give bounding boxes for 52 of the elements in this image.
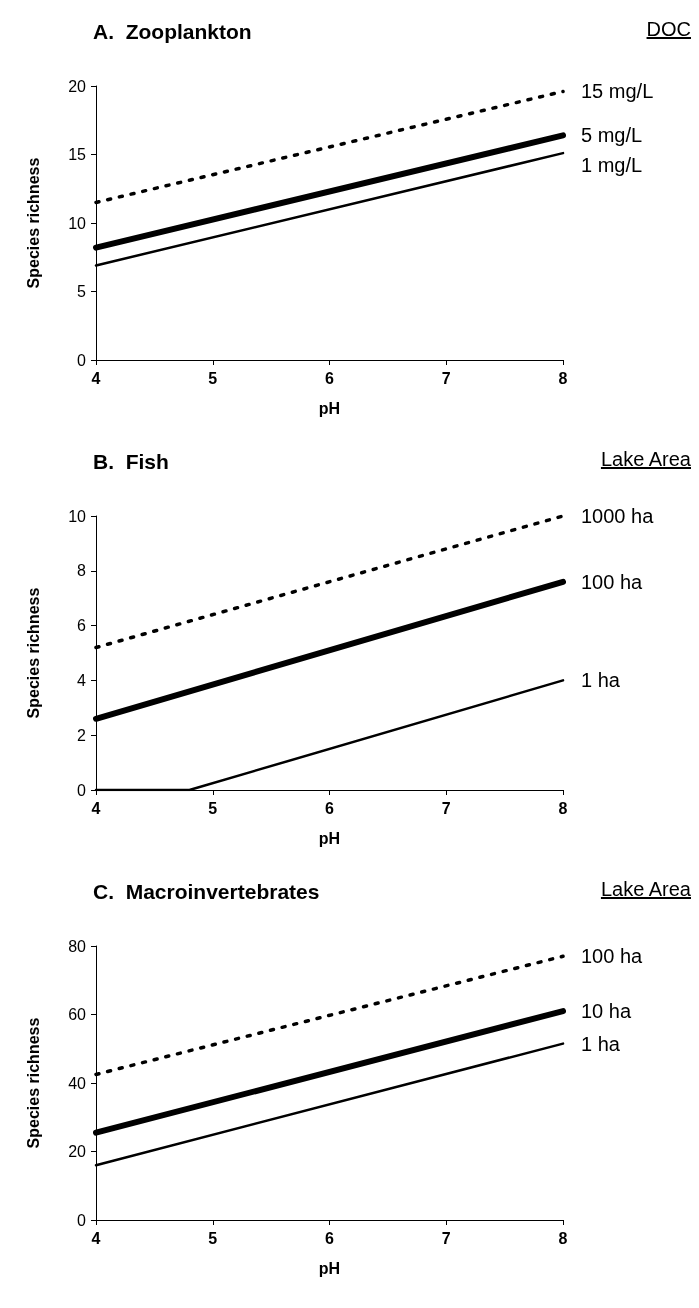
x-tick-label: 8 — [558, 369, 568, 387]
x-tick-label: 8 — [558, 1229, 568, 1247]
series-label: 10 ha — [581, 1000, 632, 1023]
series-label: 1 ha — [581, 1032, 621, 1055]
x-tick-label: 4 — [91, 1229, 101, 1247]
y-tick-label: 6 — [77, 617, 87, 635]
series-label: 15 mg/L — [581, 80, 654, 103]
y-tick-label: 60 — [68, 1006, 87, 1023]
chart-title: B. Fish — [93, 450, 169, 473]
series-label: 1 ha — [581, 669, 621, 692]
y-tick-label: 0 — [77, 781, 87, 799]
y-tick-label: 10 — [68, 214, 87, 232]
x-tick-label: 4 — [91, 369, 101, 387]
y-axis-title: Species richness — [24, 587, 42, 719]
y-tick-label: 10 — [68, 507, 87, 525]
series-label: 1000 ha — [581, 505, 655, 527]
x-tick-label: 8 — [558, 799, 568, 817]
legend-title: DOC — [646, 18, 691, 41]
y-tick-label: 8 — [77, 562, 87, 580]
y-tick-label: 15 — [68, 146, 87, 163]
series-label: 100 ha — [581, 570, 644, 593]
x-tick-label: 7 — [441, 1229, 451, 1247]
x-axis-title: pH — [318, 1259, 341, 1277]
y-tick-label: 80 — [68, 937, 87, 955]
y-tick-label: 0 — [77, 1211, 87, 1229]
series-label: 100 ha — [581, 945, 644, 968]
y-tick-label: 0 — [77, 351, 87, 369]
x-tick-label: 6 — [325, 369, 335, 387]
chart-title: A. Zooplankton — [93, 20, 252, 43]
y-tick-label: 40 — [68, 1074, 87, 1092]
legend-title: Lake Area — [600, 878, 691, 901]
x-tick-label: 4 — [91, 799, 101, 817]
series-label: 1 mg/L — [581, 154, 643, 177]
x-tick-label: 6 — [325, 1229, 335, 1247]
y-tick-label: 20 — [68, 1143, 87, 1160]
x-tick-label: 7 — [441, 369, 451, 387]
y-tick-label: 2 — [77, 726, 87, 744]
chart-title: C. Macroinvertebrates — [93, 880, 320, 903]
x-axis-title: pH — [318, 829, 341, 847]
x-tick-label: 5 — [208, 1229, 218, 1247]
y-axis-title: Species richness — [24, 1017, 42, 1149]
x-tick-label: 5 — [208, 369, 218, 387]
x-tick-label: 7 — [441, 799, 451, 817]
x-tick-label: 5 — [208, 799, 218, 817]
legend-title: Lake Area — [600, 448, 691, 471]
y-tick-label: 5 — [77, 283, 87, 300]
y-tick-label: 20 — [68, 77, 87, 95]
x-axis-title: pH — [318, 399, 341, 417]
series-label: 5 mg/L — [581, 124, 643, 147]
x-tick-label: 6 — [325, 799, 335, 817]
y-tick-label: 4 — [77, 671, 87, 689]
y-axis-title: Species richness — [24, 157, 42, 289]
